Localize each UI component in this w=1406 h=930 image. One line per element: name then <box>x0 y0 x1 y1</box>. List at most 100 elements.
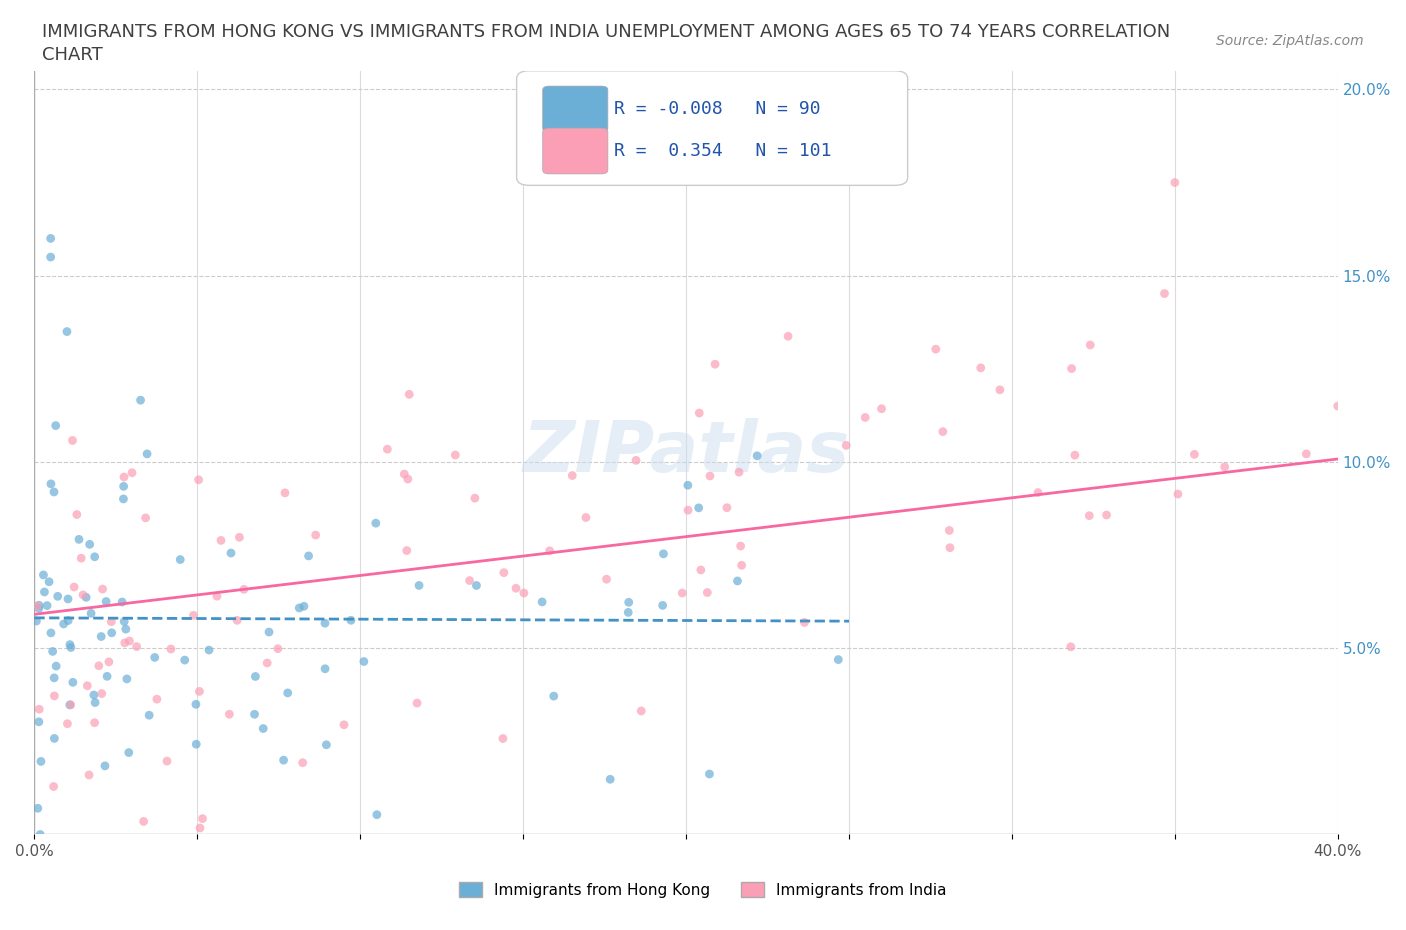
Point <box>288 601 311 616</box>
Point <box>704 357 727 372</box>
Point <box>90 629 112 644</box>
Point <box>39 476 62 491</box>
Point <box>778 329 800 344</box>
Point <box>219 546 242 561</box>
Point <box>228 530 250 545</box>
Point <box>333 717 356 732</box>
Point <box>730 538 752 553</box>
Point <box>91 581 114 596</box>
Point <box>66 507 89 522</box>
Point <box>191 811 214 826</box>
Point <box>1184 447 1206 462</box>
Point <box>575 510 598 525</box>
Point <box>291 755 314 770</box>
Point <box>56 325 79 339</box>
Point <box>56 716 79 731</box>
Point <box>314 661 336 676</box>
Point <box>267 642 290 657</box>
Point <box>745 448 768 463</box>
Point <box>297 549 319 564</box>
Point <box>56 591 79 606</box>
Point <box>62 675 84 690</box>
Point <box>146 692 169 707</box>
Point <box>39 249 62 264</box>
Point <box>835 438 858 453</box>
Point <box>492 565 515 580</box>
Point <box>94 594 117 609</box>
Point <box>169 552 191 567</box>
Point <box>114 635 136 650</box>
Point <box>205 589 228 604</box>
Point <box>398 387 420 402</box>
Point <box>1060 361 1083 376</box>
Point <box>83 715 105 730</box>
Point <box>96 669 118 684</box>
Point <box>689 563 711 578</box>
Text: R = -0.008   N = 90: R = -0.008 N = 90 <box>614 100 821 118</box>
Point <box>617 595 640 610</box>
Point <box>458 573 481 588</box>
Point <box>232 582 254 597</box>
Point <box>112 479 135 494</box>
Point <box>1167 486 1189 501</box>
Point <box>188 820 211 835</box>
Point <box>353 654 375 669</box>
Point <box>1078 338 1101 352</box>
Point <box>59 698 82 712</box>
Point <box>651 598 673 613</box>
Point <box>827 652 849 667</box>
Point <box>624 453 647 468</box>
Point <box>38 575 60 590</box>
Point <box>408 578 430 593</box>
Point <box>938 523 960 538</box>
Point <box>1060 640 1083 655</box>
Point <box>173 653 195 668</box>
Point <box>492 731 515 746</box>
Point <box>1326 399 1348 414</box>
Point <box>1026 485 1049 500</box>
Point <box>100 614 122 629</box>
Point <box>595 572 617 587</box>
Point <box>699 766 721 781</box>
Point <box>59 640 82 655</box>
Point <box>652 547 675 562</box>
Point <box>932 424 955 439</box>
Point <box>716 500 738 515</box>
Point <box>44 688 66 703</box>
Point <box>853 410 876 425</box>
Point <box>76 678 98 693</box>
Point <box>46 589 69 604</box>
FancyBboxPatch shape <box>543 86 607 132</box>
Point <box>939 540 962 555</box>
Point <box>1153 286 1175 301</box>
Point <box>676 478 699 493</box>
Point <box>67 532 90 547</box>
Point <box>1164 175 1187 190</box>
Text: Source: ZipAtlas.com: Source: ZipAtlas.com <box>1216 34 1364 48</box>
Point <box>35 598 58 613</box>
Point <box>730 558 752 573</box>
Point <box>209 533 232 548</box>
Point <box>243 707 266 722</box>
Text: CHART: CHART <box>42 46 103 64</box>
Point <box>561 468 583 483</box>
Point <box>111 594 134 609</box>
Point <box>1063 447 1085 462</box>
Point <box>188 684 211 698</box>
Point <box>988 382 1011 397</box>
Point <box>75 590 97 604</box>
Point <box>80 605 103 620</box>
Point <box>406 696 429 711</box>
Point <box>870 401 893 416</box>
Point <box>112 614 135 629</box>
Point <box>143 650 166 665</box>
Point <box>394 467 416 482</box>
Point <box>28 702 51 717</box>
Text: IMMIGRANTS FROM HONG KONG VS IMMIGRANTS FROM INDIA UNEMPLOYMENT AMONG AGES 65 TO: IMMIGRANTS FROM HONG KONG VS IMMIGRANTS … <box>42 23 1170 41</box>
Point <box>688 405 710 420</box>
Point <box>44 671 66 685</box>
Point <box>340 613 363 628</box>
Point <box>45 418 67 433</box>
Point <box>676 503 699 518</box>
Point <box>198 643 221 658</box>
